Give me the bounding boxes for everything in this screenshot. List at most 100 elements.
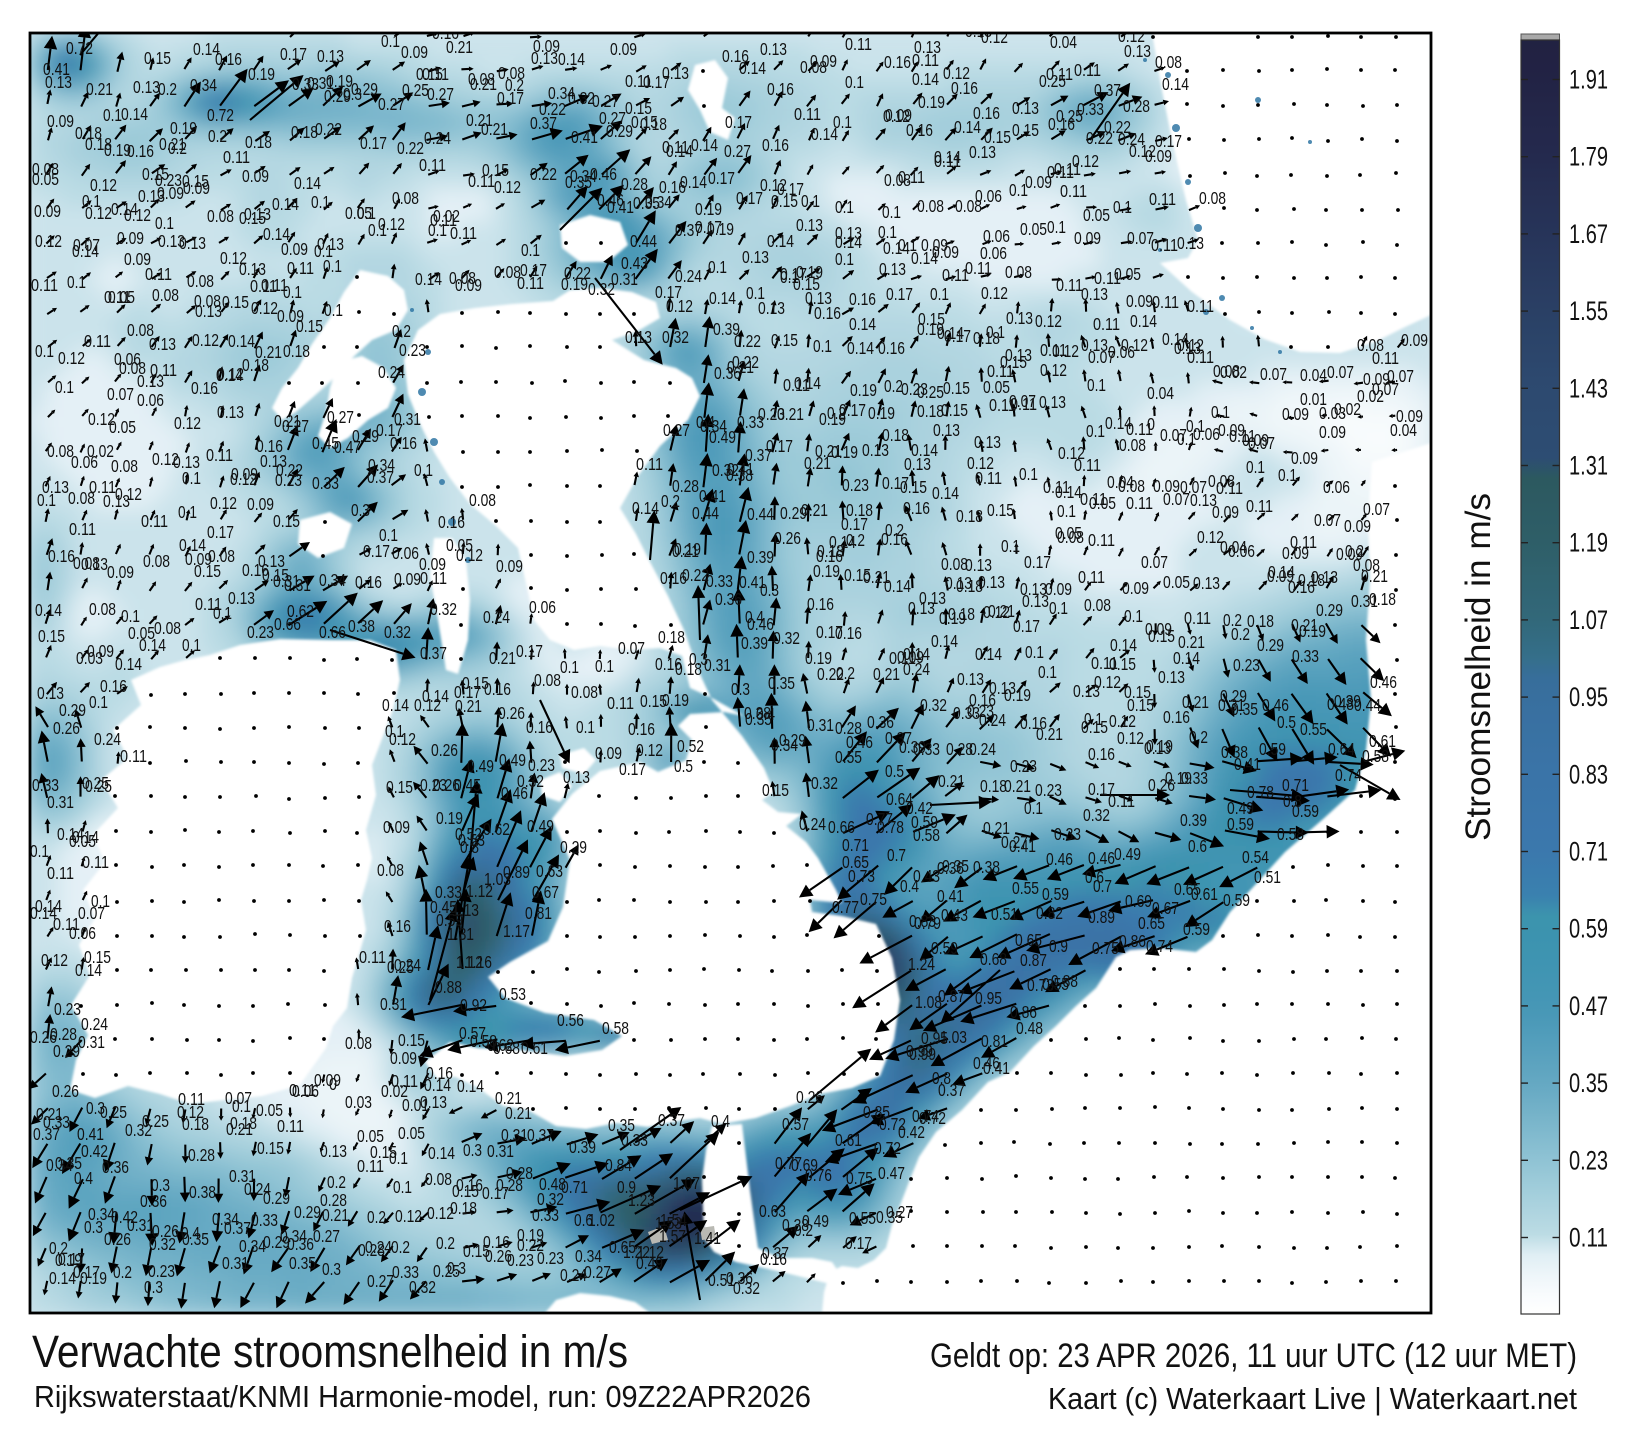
svg-text:0.16: 0.16 <box>438 512 465 532</box>
svg-text:0.19: 0.19 <box>918 92 945 112</box>
svg-text:0.13: 0.13 <box>81 554 108 574</box>
svg-text:0.21: 0.21 <box>801 500 828 520</box>
svg-text:0.08: 0.08 <box>1199 188 1226 208</box>
svg-text:0.25: 0.25 <box>82 773 109 793</box>
svg-text:0.68: 0.68 <box>980 949 1007 969</box>
svg-text:0.14: 0.14 <box>1162 74 1189 94</box>
svg-text:0.75: 0.75 <box>846 1168 873 1188</box>
svg-text:0.13: 0.13 <box>908 598 935 618</box>
svg-text:0.53: 0.53 <box>499 984 526 1004</box>
svg-text:0.18: 0.18 <box>242 355 269 375</box>
svg-text:0.15: 0.15 <box>38 626 65 646</box>
svg-text:0.13: 0.13 <box>1039 392 1066 412</box>
svg-text:0.13: 0.13 <box>957 669 984 689</box>
svg-text:0.77: 0.77 <box>832 897 859 917</box>
svg-text:0.31: 0.31 <box>78 1032 105 1052</box>
svg-text:0.45: 0.45 <box>454 775 481 795</box>
svg-text:0.72: 0.72 <box>66 38 93 58</box>
svg-text:0.15: 0.15 <box>386 777 413 797</box>
svg-text:0.44: 0.44 <box>692 503 719 523</box>
svg-text:0.22: 0.22 <box>682 565 709 585</box>
svg-text:0.13: 0.13 <box>420 1092 447 1112</box>
svg-text:0.05: 0.05 <box>32 169 59 189</box>
svg-text:0.61: 0.61 <box>835 1130 862 1150</box>
svg-text:0.27: 0.27 <box>663 420 690 440</box>
svg-text:0.73: 0.73 <box>848 866 875 886</box>
svg-text:0.35: 0.35 <box>565 172 592 192</box>
svg-text:0.39: 0.39 <box>1180 810 1207 830</box>
svg-text:0.32: 0.32 <box>517 771 544 791</box>
svg-text:0.11: 0.11 <box>141 511 168 531</box>
svg-text:0.3: 0.3 <box>731 679 750 699</box>
svg-text:0.09: 0.09 <box>1282 543 1309 563</box>
svg-text:0.15: 0.15 <box>987 500 1014 520</box>
svg-text:0.19: 0.19 <box>170 118 197 138</box>
svg-text:0.62: 0.62 <box>487 1035 514 1055</box>
svg-text:0.21: 0.21 <box>873 664 900 684</box>
svg-text:0.21: 0.21 <box>470 74 497 94</box>
svg-text:1.17: 1.17 <box>503 921 530 941</box>
svg-text:0.14: 0.14 <box>975 644 1002 664</box>
svg-text:0.38: 0.38 <box>189 1182 216 1202</box>
svg-text:0.18: 0.18 <box>75 123 102 143</box>
svg-text:0.59: 0.59 <box>1259 739 1286 759</box>
svg-text:1.31: 1.31 <box>1569 451 1608 481</box>
svg-text:0.05: 0.05 <box>1020 219 1047 239</box>
svg-text:0.35: 0.35 <box>1569 1068 1608 1098</box>
svg-text:0.15: 0.15 <box>257 1138 284 1158</box>
svg-text:0.13: 0.13 <box>179 233 206 253</box>
svg-text:0.12: 0.12 <box>967 453 994 473</box>
svg-text:0.08: 0.08 <box>377 860 404 880</box>
svg-text:0.09: 0.09 <box>1218 420 1245 440</box>
svg-text:0.12: 0.12 <box>636 740 663 760</box>
svg-text:0.19: 0.19 <box>248 64 275 84</box>
svg-text:0.09: 0.09 <box>281 239 308 259</box>
svg-text:0.19: 0.19 <box>707 219 734 239</box>
svg-text:0.48: 0.48 <box>1327 694 1354 714</box>
svg-text:0.16: 0.16 <box>807 594 834 614</box>
svg-text:0.28: 0.28 <box>188 1145 215 1165</box>
svg-text:0.33: 0.33 <box>532 1205 559 1225</box>
svg-text:0.13: 0.13 <box>879 259 906 279</box>
svg-text:Kaart (c) Waterkaart Live | Wa: Kaart (c) Waterkaart Live | Waterkaart.n… <box>1048 1381 1577 1416</box>
svg-text:0.3: 0.3 <box>463 1140 482 1160</box>
svg-text:0.3: 0.3 <box>447 1258 466 1278</box>
svg-text:0.24: 0.24 <box>365 1237 392 1257</box>
svg-text:0.75: 0.75 <box>1092 938 1119 958</box>
svg-text:0.5: 0.5 <box>885 761 904 781</box>
svg-text:0.1: 0.1 <box>30 841 49 861</box>
svg-text:0.13: 0.13 <box>904 454 931 474</box>
svg-text:0.24: 0.24 <box>81 1014 108 1034</box>
svg-text:0.22: 0.22 <box>734 331 761 351</box>
svg-text:0.11: 0.11 <box>1056 275 1083 295</box>
svg-text:0.24: 0.24 <box>483 607 510 627</box>
svg-text:0.16: 0.16 <box>951 78 978 98</box>
svg-text:0.17: 0.17 <box>207 522 234 542</box>
svg-text:0.32: 0.32 <box>430 599 457 619</box>
svg-text:0.19: 0.19 <box>561 274 588 294</box>
svg-text:0.2: 0.2 <box>168 138 187 158</box>
svg-text:0.3: 0.3 <box>760 580 779 600</box>
svg-text:0.14: 0.14 <box>794 373 821 393</box>
svg-text:0.37: 0.37 <box>527 1125 554 1145</box>
svg-text:1.16: 1.16 <box>465 952 492 972</box>
svg-text:0.2: 0.2 <box>846 530 865 550</box>
svg-text:0.27: 0.27 <box>427 84 454 104</box>
svg-text:0.11: 0.11 <box>1088 530 1115 550</box>
svg-text:1.41: 1.41 <box>694 1228 721 1248</box>
svg-text:0.18: 0.18 <box>675 659 702 679</box>
svg-text:0.1: 0.1 <box>1019 464 1038 484</box>
svg-text:0.23: 0.23 <box>247 622 274 642</box>
svg-text:0.15: 0.15 <box>273 511 300 531</box>
svg-text:0.15: 0.15 <box>1000 352 1027 372</box>
svg-text:0.33: 0.33 <box>621 1130 648 1150</box>
svg-text:0.92: 0.92 <box>460 995 487 1015</box>
svg-text:0.13: 0.13 <box>320 1141 347 1161</box>
svg-text:0.23: 0.23 <box>399 340 426 360</box>
svg-text:0.32: 0.32 <box>773 628 800 648</box>
svg-text:0.09: 0.09 <box>401 42 428 62</box>
svg-text:0.13: 0.13 <box>974 432 1001 452</box>
svg-text:0.2: 0.2 <box>661 491 680 511</box>
svg-text:0.59: 0.59 <box>931 938 958 958</box>
svg-text:0.61: 0.61 <box>1369 731 1396 751</box>
